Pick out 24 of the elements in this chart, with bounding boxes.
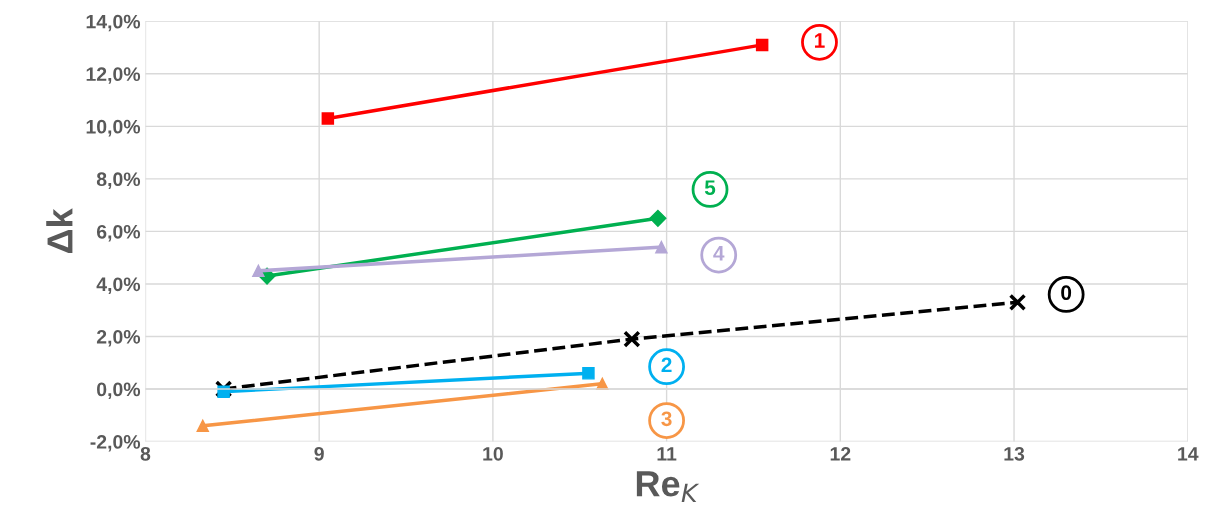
- y-tick-label: 10,0%: [86, 119, 141, 137]
- y-tick-label: 8,0%: [96, 172, 141, 189]
- annotation: 0: [1061, 285, 1072, 301]
- annotation: 5: [704, 180, 716, 195]
- annotation: 4: [713, 246, 725, 261]
- y-tick-label: 0,0%: [97, 382, 141, 400]
- x-tick-label: 11: [657, 447, 677, 461]
- annotation: 3: [661, 411, 672, 427]
- x-axis-title: Re$_{K}$: [636, 471, 700, 503]
- x-tick-label: 14: [1178, 447, 1199, 461]
- y-tick-label: 14,0%: [86, 14, 141, 32]
- x-tick-label: 8: [140, 446, 151, 461]
- y-tick-label: 6,0%: [96, 224, 141, 242]
- y-tick-label: 12,0%: [86, 67, 141, 84]
- x-tick-label: 9: [314, 446, 324, 461]
- y-axis-title: Δk: [46, 208, 73, 253]
- y-tick-label: -2,0%: [90, 435, 141, 452]
- annotation: 2: [661, 357, 672, 373]
- annotation: 1: [814, 33, 825, 48]
- x-tick-label: 13: [1004, 446, 1025, 461]
- x-tick-label: 12: [830, 446, 851, 461]
- y-tick-label: 4,0%: [96, 277, 141, 295]
- y-tick-label: 2,0%: [96, 329, 141, 347]
- x-tick-label: 10: [483, 446, 503, 461]
